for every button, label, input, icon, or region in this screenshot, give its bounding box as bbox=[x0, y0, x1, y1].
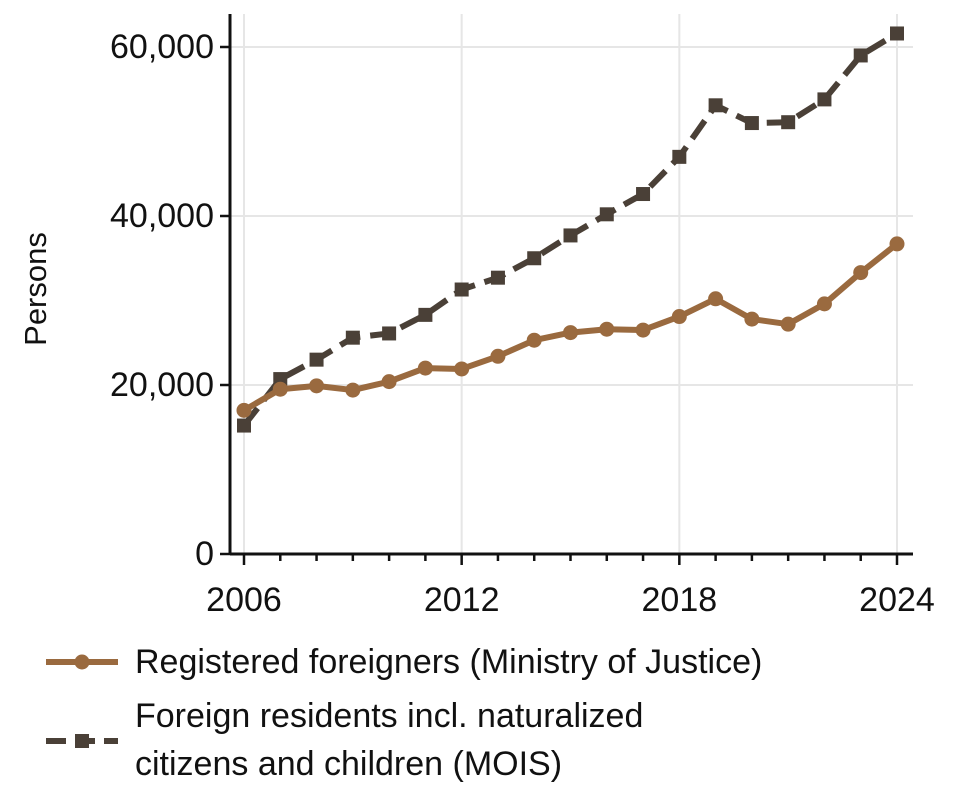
data-point bbox=[853, 265, 869, 281]
data-point bbox=[781, 115, 796, 130]
data-point bbox=[563, 325, 578, 341]
data-point bbox=[381, 374, 397, 390]
data-point bbox=[636, 187, 651, 202]
data-point bbox=[708, 98, 723, 113]
data-point bbox=[236, 402, 252, 418]
data-point bbox=[853, 48, 868, 63]
data-point bbox=[708, 291, 724, 307]
data-point bbox=[418, 307, 433, 322]
data-point bbox=[490, 348, 506, 364]
legend-marker-0 bbox=[74, 654, 90, 670]
legend-label-1-line-1: citizens and children (MOIS) bbox=[135, 745, 562, 783]
y-tick-label: 0 bbox=[195, 535, 214, 573]
x-tick-label: 2012 bbox=[424, 581, 500, 619]
data-point bbox=[599, 321, 615, 337]
data-point bbox=[563, 228, 578, 243]
y-tick-label: 40,000 bbox=[110, 197, 214, 235]
legend-label-0: Registered foreigners (Ministry of Justi… bbox=[135, 643, 762, 681]
data-point bbox=[309, 352, 324, 367]
x-tick-label: 2006 bbox=[206, 581, 282, 619]
legend-item-0: Registered foreigners (Ministry of Justi… bbox=[46, 643, 762, 681]
legend: Registered foreigners (Ministry of Justi… bbox=[46, 643, 762, 783]
data-point bbox=[273, 372, 288, 387]
data-point bbox=[454, 282, 469, 297]
data-point bbox=[454, 361, 470, 377]
data-point bbox=[672, 149, 687, 164]
data-point bbox=[780, 316, 796, 332]
data-point bbox=[816, 296, 832, 312]
data-point bbox=[237, 418, 251, 433]
data-point bbox=[490, 270, 505, 285]
data-point bbox=[671, 309, 687, 325]
data-point bbox=[744, 311, 760, 327]
data-point bbox=[526, 332, 542, 348]
axis-ticks: 2006 2012 2018 2024 0 20,000 40,000 60,000 bbox=[110, 28, 935, 619]
data-point bbox=[417, 360, 433, 376]
series-0 bbox=[236, 236, 905, 418]
y-tick-label: 60,000 bbox=[110, 28, 214, 66]
data-point bbox=[272, 381, 288, 397]
legend-label-1-line-0: Foreign residents incl. naturalized bbox=[135, 697, 643, 735]
data-point bbox=[889, 236, 905, 252]
data-point bbox=[599, 207, 614, 222]
data-point bbox=[527, 251, 542, 266]
data-point bbox=[890, 26, 904, 41]
gridlines bbox=[230, 14, 913, 554]
data-point bbox=[744, 116, 759, 131]
x-tick-label: 2018 bbox=[642, 581, 718, 619]
series bbox=[236, 26, 905, 433]
y-tick-label: 20,000 bbox=[110, 366, 214, 404]
data-point bbox=[382, 326, 397, 341]
data-point bbox=[635, 322, 651, 338]
legend-item-1: Foreign residents incl. naturalized citiz… bbox=[46, 697, 643, 783]
x-tick-label: 2024 bbox=[859, 581, 935, 619]
data-point bbox=[817, 92, 832, 107]
data-point bbox=[345, 330, 360, 345]
legend-marker-1 bbox=[75, 734, 89, 748]
y-axis-label: Persons bbox=[18, 232, 53, 346]
data-point bbox=[309, 378, 325, 394]
series-1 bbox=[237, 26, 904, 433]
data-point bbox=[345, 382, 361, 398]
axes bbox=[228, 14, 913, 556]
